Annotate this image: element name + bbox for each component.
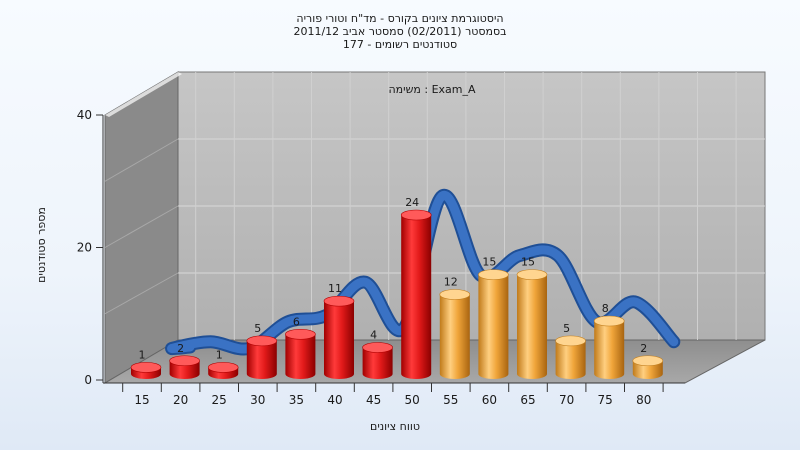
x-tick-label: 40: [327, 393, 342, 407]
bar-35: 6: [285, 315, 316, 379]
bar-body: [401, 215, 432, 379]
bar-value-label: 2: [177, 342, 184, 355]
bar-top: [207, 362, 239, 373]
bar-55: 12: [439, 276, 471, 379]
x-tick-label: 35: [289, 393, 304, 407]
bar-80: 2: [632, 342, 664, 379]
bar-value-label: 4: [370, 329, 377, 342]
bar-value-label: 8: [602, 302, 609, 315]
bar-value-label: 12: [444, 276, 458, 289]
y-tick-label: 0: [84, 373, 92, 387]
bar-60: 15: [478, 256, 509, 379]
bar-top: [169, 355, 200, 367]
bar-value-label: 24: [405, 196, 419, 209]
x-tick-label: 15: [134, 393, 149, 407]
grid-lines: [104, 72, 765, 340]
bar-40: 11: [323, 282, 355, 379]
x-tick-label: 75: [598, 393, 613, 407]
bar-body: [362, 347, 393, 379]
bar-75: 8: [593, 302, 625, 379]
bar-15: 1: [130, 348, 162, 379]
bar-top: [246, 335, 278, 347]
bar-top: [555, 335, 586, 347]
bar-top: [285, 328, 316, 340]
bar-top: [632, 355, 664, 367]
bar-25: 1: [207, 348, 239, 379]
bar-body: [478, 274, 509, 379]
x-tick-label: 55: [443, 393, 458, 407]
bar-value-label: 6: [293, 315, 300, 328]
chart-title-line-3: סטודנטים רשומים - 177: [343, 38, 457, 51]
y-tick-label: 20: [77, 241, 92, 255]
bar-value-label: 5: [254, 322, 261, 335]
x-tick-label: 80: [636, 393, 651, 407]
bar-top: [516, 269, 548, 280]
y-tick-label: 40: [77, 108, 92, 122]
bar-top: [439, 289, 471, 300]
bar-body: [517, 274, 547, 379]
bar-20: 2: [169, 342, 200, 379]
task-annotation: משימה : Exam_A: [388, 83, 476, 96]
bar-value-label: 2: [640, 342, 647, 355]
bar-top: [130, 362, 162, 373]
bar-value-label: 5: [563, 322, 570, 335]
bar-top: [400, 209, 432, 221]
bar-value-label: 15: [521, 256, 535, 269]
x-tick-label: 30: [250, 393, 265, 407]
x-tick-label: 65: [520, 393, 535, 407]
x-axis-label: טווח ציונים: [370, 420, 420, 433]
bar-body: [439, 294, 470, 379]
bar-top: [593, 315, 625, 327]
y-axis-label: מספר סטודנטים: [35, 207, 48, 283]
bar-30: 5: [246, 322, 278, 379]
bar-value-label: 1: [139, 348, 146, 361]
plot-side-wall: [104, 71, 179, 384]
bar-body: [324, 301, 354, 379]
bar-65: 15: [516, 256, 548, 379]
bar-body: [285, 334, 316, 379]
bar-top: [323, 295, 355, 307]
chart-title-line-1: היסטוגרמת ציונים בקורס - מד"ח וטורי פורי…: [296, 12, 503, 25]
x-tick-label: 45: [366, 393, 381, 407]
bar-value-label: 11: [328, 282, 342, 295]
bar-value-label: 15: [482, 256, 496, 269]
grid-line-side: [104, 205, 179, 248]
bar-50: 24: [400, 196, 432, 379]
grid-line-side: [104, 138, 179, 182]
bar-body: [246, 340, 277, 379]
grid-line-side: [104, 272, 179, 315]
chart-title-line-2: בסמסטר (02/2011) סמסטר אביב 2011/12: [293, 25, 506, 38]
x-tick-label: 70: [559, 393, 574, 407]
bar-70: 5: [555, 322, 586, 379]
bar-value-label: 1: [216, 348, 223, 361]
bar-top: [362, 342, 393, 353]
bar-45: 4: [362, 329, 393, 379]
plot-front-rim: [105, 72, 182, 117]
x-tick-label: 20: [173, 393, 188, 407]
x-tick-label: 50: [405, 393, 420, 407]
bar-top: [478, 269, 509, 280]
x-tick-label: 60: [482, 393, 497, 407]
bar-body: [594, 321, 625, 379]
bar-body: [555, 340, 586, 379]
x-tick-label: 25: [212, 393, 227, 407]
